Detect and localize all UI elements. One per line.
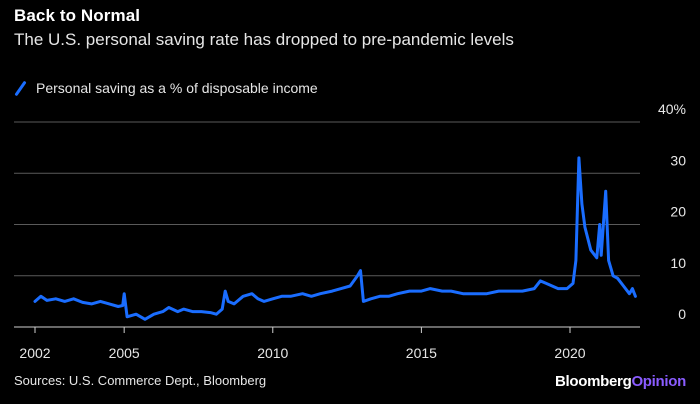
- x-tick-label: 2002: [19, 345, 50, 361]
- x-tick-label: 2005: [109, 345, 140, 361]
- chart-title: Back to Normal: [14, 6, 141, 25]
- legend: Personal saving as a % of disposable inc…: [14, 80, 318, 96]
- x-tick-label: 2015: [406, 345, 437, 361]
- y-tick-label: 10: [670, 255, 686, 271]
- legend-label: Personal saving as a % of disposable inc…: [36, 80, 318, 96]
- chart-subtitle: The U.S. personal saving rate has droppe…: [14, 30, 514, 49]
- y-tick-label: 0: [678, 306, 686, 322]
- x-tick-label: 2020: [554, 345, 585, 361]
- brand-name: Bloomberg: [554, 373, 632, 390]
- y-tick-label: 30: [670, 152, 686, 168]
- brand-sub: Opinion: [631, 373, 686, 390]
- source-note: Sources: U.S. Commerce Dept., Bloomberg: [14, 373, 267, 388]
- brand-logo: BloombergOpinion: [555, 373, 686, 390]
- y-tick-label: 40%: [658, 101, 686, 117]
- series-line: [33, 156, 637, 321]
- y-tick-label: 20: [670, 204, 686, 220]
- x-tick-label: 2010: [257, 345, 288, 361]
